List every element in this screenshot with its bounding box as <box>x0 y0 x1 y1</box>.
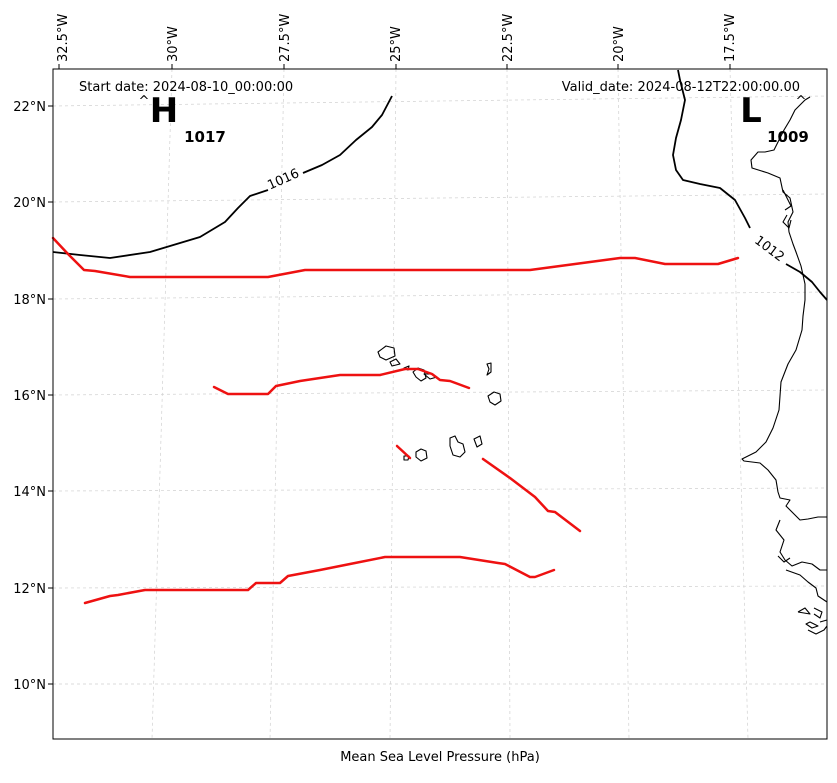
start-date-label: Start date: 2024-08-10_00:00:00 <box>79 80 293 95</box>
lat-tick-label-22n: 22°N <box>13 100 46 115</box>
lat-tick-label-14n: 14°N <box>13 485 46 500</box>
lon-tick-label-22-5w: 22.5°W <box>501 14 516 62</box>
low-center-symbol: L <box>740 91 762 131</box>
isobar-1016 <box>52 189 269 259</box>
map-frame <box>52 68 828 740</box>
lat-tick-label-16n: 16°N <box>13 389 46 404</box>
lat-tick-label-12n: 12°N <box>13 582 46 597</box>
lon-tick-label-17-5w: 17.5°W <box>723 14 738 62</box>
isobar-1016-cont <box>302 95 393 174</box>
lon-tick-label-32-5w: 32.5°W <box>56 14 71 62</box>
lat-tick-label-18n: 18°N <box>13 293 46 308</box>
isobar-1012-cont <box>785 263 828 301</box>
high-marker: ^ <box>139 94 150 109</box>
lon-tick-label-27-5w: 27.5°W <box>278 14 293 62</box>
lon-tick-label-25w: 25°W <box>389 26 404 62</box>
isobar-1012 <box>672 69 751 229</box>
isobar-label-1012: 1012 <box>751 233 786 265</box>
lat-tick-label-10n: 10°N <box>13 678 46 693</box>
coastlines <box>377 96 828 635</box>
lon-tick-label-20w: 20°W <box>612 26 627 62</box>
lon-tick-label-30w: 30°W <box>166 26 181 62</box>
low-marker: ^ <box>796 94 807 109</box>
high-center-value: 1017 <box>184 128 226 146</box>
lat-ticks <box>48 105 53 685</box>
graticule <box>52 68 828 740</box>
isobar-label-1016: 1016 <box>265 166 301 193</box>
lon-ticks <box>58 64 731 69</box>
high-center-symbol: H <box>150 91 178 131</box>
map-xlabel: Mean Sea Level Pressure (hPa) <box>340 750 540 765</box>
trough-lines <box>51 236 740 605</box>
lat-tick-label-20n: 20°N <box>13 196 46 211</box>
isobars <box>52 69 828 301</box>
low-center-value: 1009 <box>767 128 809 146</box>
valid-date-label: Valid_date: 2024-08-12T22:00:00.00 <box>562 80 800 95</box>
